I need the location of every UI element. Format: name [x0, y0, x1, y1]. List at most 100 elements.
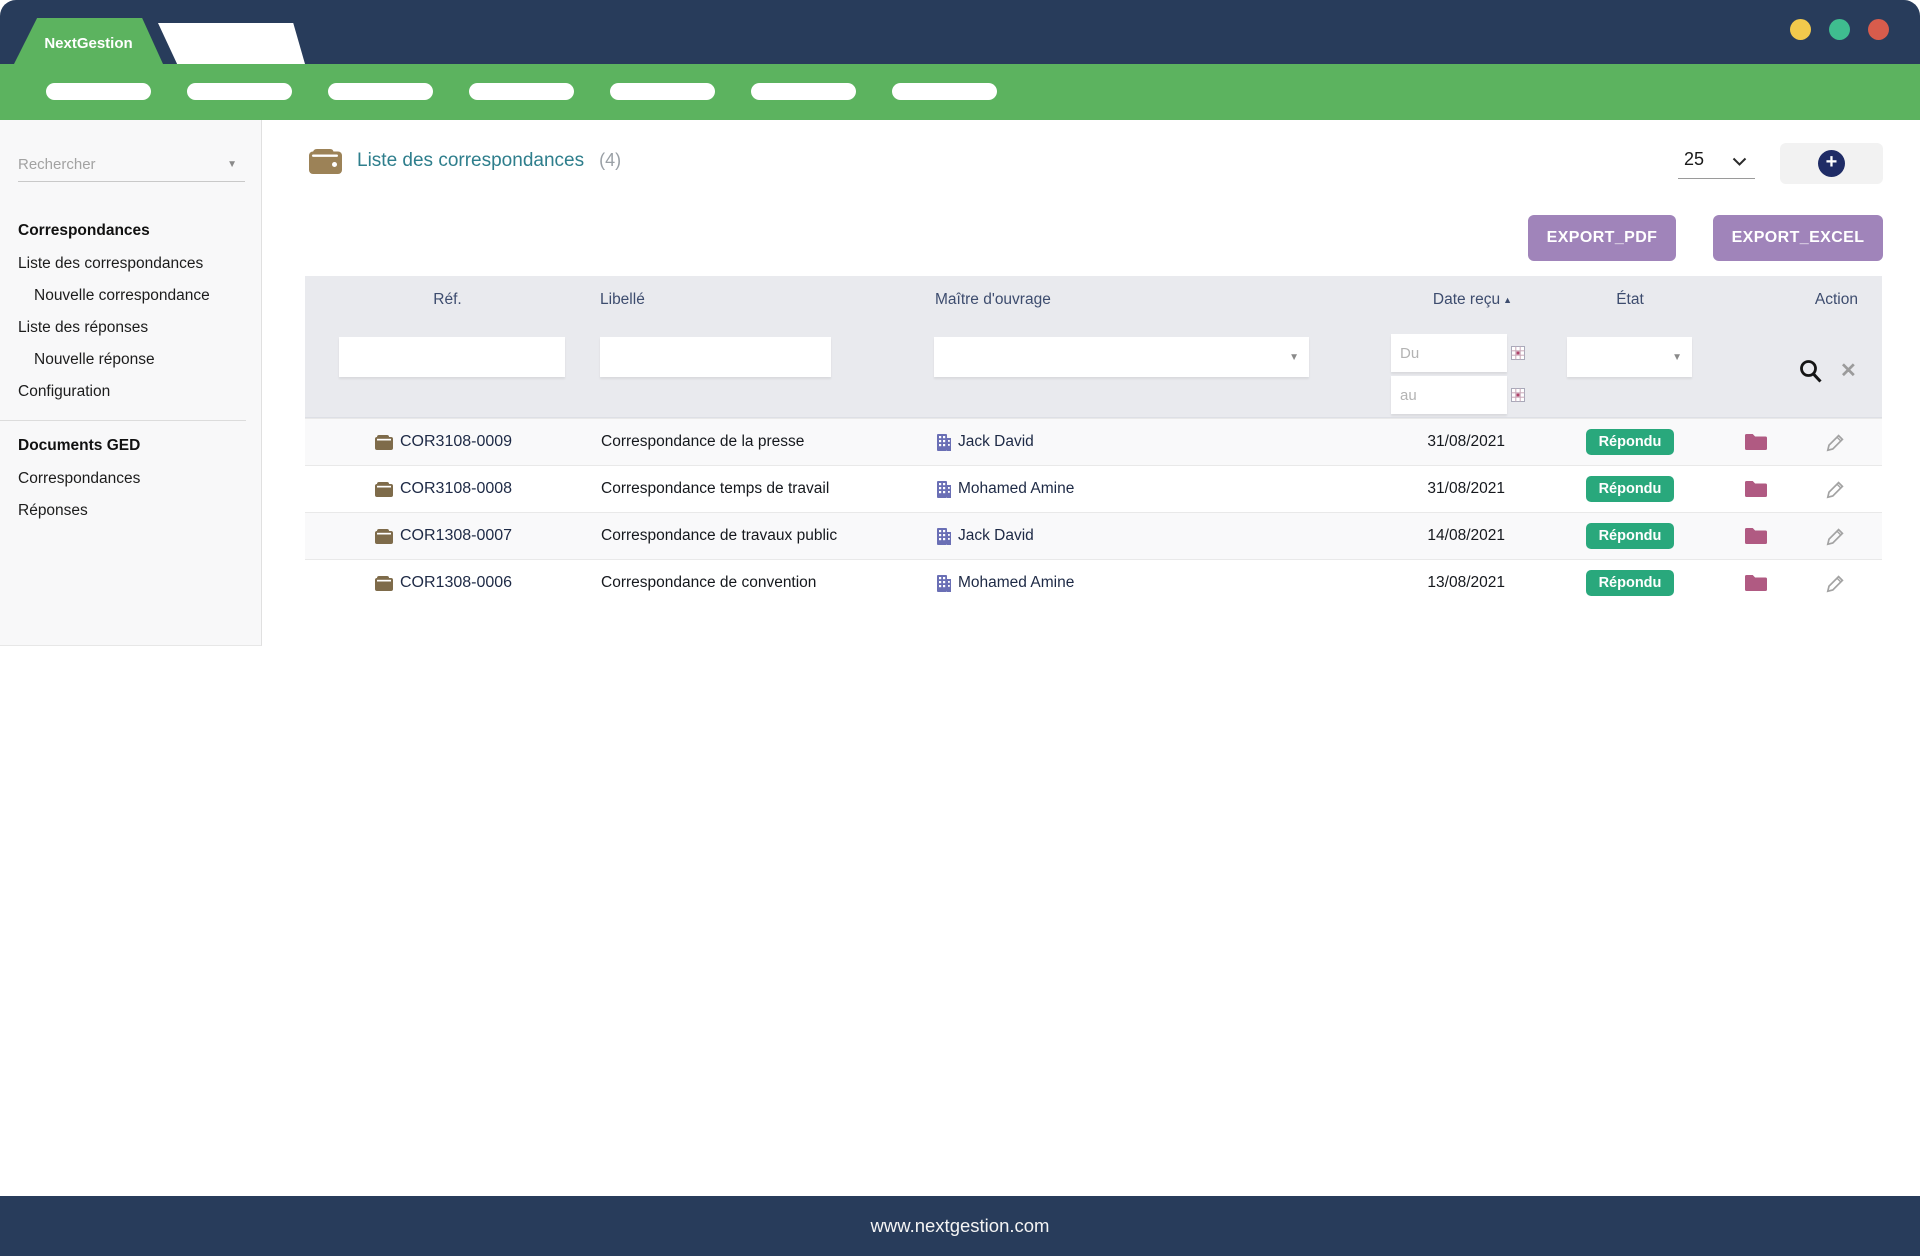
- nav-pill-3[interactable]: [328, 83, 433, 100]
- filter-libelle-input[interactable]: [600, 337, 831, 377]
- nav-pill-2[interactable]: [187, 83, 292, 100]
- nav-pill-4[interactable]: [469, 83, 574, 100]
- search-icon[interactable]: [1798, 358, 1824, 385]
- building-icon: [937, 480, 951, 498]
- col-header-action: Action: [1814, 291, 1858, 308]
- sidebar-item-ged-correspondances[interactable]: Correspondances: [18, 470, 141, 487]
- page-title[interactable]: Liste des correspondances: [357, 149, 585, 171]
- folder-icon[interactable]: [1744, 479, 1768, 499]
- brand-label: NextGestion: [44, 34, 133, 52]
- nav-pill-6[interactable]: [751, 83, 856, 100]
- libelle-label: Correspondance temps de travail: [601, 480, 830, 497]
- title-bar: NextGestion: [0, 0, 1920, 64]
- maitre-label: Mohamed Amine: [958, 574, 1075, 591]
- col-header-maitre[interactable]: Maître d'ouvrage: [935, 291, 1051, 308]
- folder-icon[interactable]: [1744, 526, 1768, 546]
- table-header-row: Réf. Libellé Maître d'ouvrage Date reçu ▲…: [305, 276, 1882, 324]
- add-button-container: +: [1780, 143, 1883, 184]
- calendar-icon[interactable]: [1511, 388, 1525, 402]
- chevron-down-icon[interactable]: ▼: [227, 159, 237, 170]
- brand-tab[interactable]: NextGestion: [14, 18, 163, 64]
- filter-maitre-select[interactable]: ▼: [934, 337, 1309, 377]
- maitre-label: Jack David: [958, 527, 1034, 544]
- sidebar-item-nouvelle-reponse[interactable]: Nouvelle réponse: [34, 351, 155, 368]
- chevron-down-icon: [1732, 157, 1747, 166]
- nav-pill-5[interactable]: [610, 83, 715, 100]
- libelle-label: Correspondance de convention: [601, 574, 817, 591]
- col-header-libelle[interactable]: Libellé: [600, 291, 645, 308]
- libelle-label: Correspondance de travaux public: [601, 527, 838, 544]
- chevron-down-icon: ▼: [1289, 352, 1299, 363]
- col-header-ref[interactable]: Réf.: [433, 291, 462, 308]
- sidebar-divider: [0, 420, 246, 421]
- maximize-dot-icon[interactable]: [1829, 19, 1850, 40]
- edit-pencil-icon[interactable]: [1825, 432, 1846, 453]
- filter-date-au-input[interactable]: [1391, 376, 1507, 414]
- status-badge: Répondu: [1585, 570, 1675, 596]
- edit-pencil-icon[interactable]: [1825, 526, 1846, 547]
- building-icon: [937, 527, 951, 545]
- date-label: 13/08/2021: [1427, 574, 1505, 591]
- status-badge: Répondu: [1585, 523, 1675, 549]
- wallet-icon: [375, 528, 393, 544]
- page-size-value: 25: [1684, 149, 1705, 169]
- sidebar-menu: Correspondances Liste des correspondance…: [0, 216, 246, 527]
- page-size-select[interactable]: 25: [1678, 146, 1755, 179]
- sidebar-section-correspondances: Correspondances: [18, 222, 150, 239]
- export-excel-button[interactable]: EXPORT_EXCEL: [1713, 215, 1883, 261]
- col-header-etat[interactable]: État: [1616, 291, 1644, 308]
- table-row[interactable]: COR1308-0006 Correspondance de conventio…: [305, 559, 1882, 606]
- plus-icon: +: [1825, 151, 1838, 173]
- window-controls: [1790, 19, 1889, 40]
- table-row[interactable]: COR3108-0008 Correspondance temps de tra…: [305, 465, 1882, 512]
- search-input[interactable]: [18, 150, 218, 181]
- footer: www.nextgestion.com: [0, 1196, 1920, 1256]
- wallet-icon: [309, 149, 342, 174]
- wallet-icon: [375, 481, 393, 497]
- sidebar-item-ged-reponses[interactable]: Réponses: [18, 502, 88, 519]
- chevron-down-icon: ▼: [1672, 352, 1682, 363]
- ref-label: COR3108-0009: [400, 433, 513, 450]
- date-label: 14/08/2021: [1427, 527, 1505, 544]
- export-pdf-button[interactable]: EXPORT_PDF: [1528, 215, 1676, 261]
- secondary-tab[interactable]: [158, 23, 305, 64]
- calendar-icon[interactable]: [1511, 346, 1525, 360]
- table-row[interactable]: COR3108-0009 Correspondance de la presse…: [305, 418, 1882, 465]
- edit-pencil-icon[interactable]: [1825, 573, 1846, 594]
- sidebar-item-liste-correspondances[interactable]: Liste des correspondances: [18, 255, 204, 272]
- sidebar-item-configuration[interactable]: Configuration: [18, 383, 111, 400]
- correspondence-table: Réf. Libellé Maître d'ouvrage Date reçu ▲…: [305, 276, 1882, 606]
- building-icon: [937, 574, 951, 592]
- nav-pill-7[interactable]: [892, 83, 997, 100]
- main-nav: [0, 64, 1920, 120]
- col-header-date[interactable]: Date reçu ▲: [1432, 291, 1512, 308]
- sidebar-item-nouvelle-correspondance[interactable]: Nouvelle correspondance: [34, 287, 210, 304]
- ref-label: COR3108-0008: [400, 480, 513, 497]
- table-row[interactable]: COR1308-0007 Correspondance de travaux p…: [305, 512, 1882, 559]
- wallet-icon: [375, 434, 393, 450]
- wallet-icon: [375, 575, 393, 591]
- add-button[interactable]: +: [1818, 150, 1845, 177]
- status-badge: Répondu: [1585, 476, 1675, 502]
- filter-ref-input[interactable]: [339, 337, 565, 377]
- filter-etat-select[interactable]: ▼: [1567, 337, 1692, 377]
- date-label: 31/08/2021: [1427, 480, 1505, 497]
- edit-pencil-icon[interactable]: [1825, 479, 1846, 500]
- sidebar: ▼ Correspondances Liste des correspondan…: [0, 120, 262, 646]
- building-icon: [937, 433, 951, 451]
- nav-pill-1[interactable]: [46, 83, 151, 100]
- page-header: Liste des correspondances (4): [309, 147, 621, 174]
- sort-asc-icon: ▲: [1503, 295, 1512, 305]
- status-badge: Répondu: [1585, 429, 1675, 455]
- close-dot-icon[interactable]: [1868, 19, 1889, 40]
- clear-filter-icon[interactable]: ✕: [1840, 360, 1857, 382]
- ref-label: COR1308-0007: [400, 527, 513, 544]
- sidebar-item-liste-reponses[interactable]: Liste des réponses: [18, 319, 149, 336]
- maitre-label: Jack David: [958, 433, 1034, 450]
- folder-icon[interactable]: [1744, 573, 1768, 593]
- filter-date-du-input[interactable]: [1391, 334, 1507, 372]
- folder-icon[interactable]: [1744, 432, 1768, 452]
- minimize-dot-icon[interactable]: [1790, 19, 1811, 40]
- maitre-label: Mohamed Amine: [958, 480, 1075, 497]
- sidebar-search: ▼: [18, 150, 245, 182]
